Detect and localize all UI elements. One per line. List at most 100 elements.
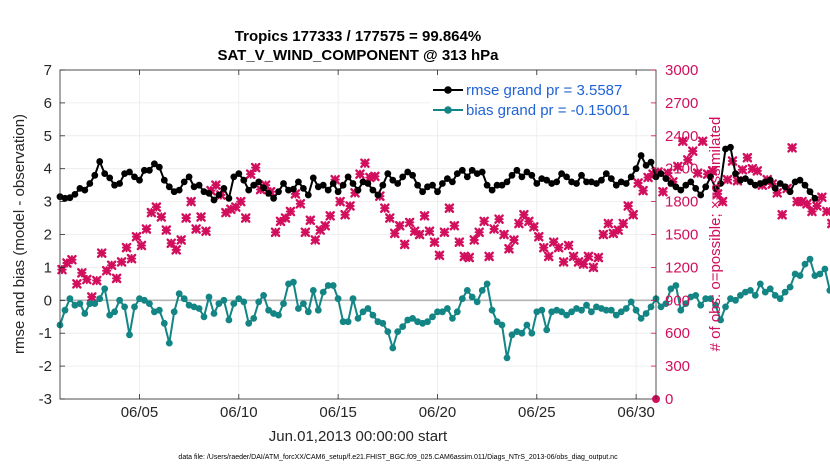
y2-axis-label: # of obs: o=possible; ×=assimilated [707, 117, 724, 352]
assimilated-point [752, 166, 763, 176]
assimilated-point [86, 292, 97, 302]
assimilated-point [479, 216, 489, 227]
series-point-1 [737, 292, 744, 299]
series-point-0 [136, 176, 143, 184]
assimilated-point [285, 206, 296, 217]
series-point-0 [304, 191, 312, 199]
x-tick-label: 06/15 [319, 404, 357, 421]
series-point-0 [578, 171, 585, 179]
y-tick-label: 6 [44, 95, 52, 112]
series-point-1 [637, 315, 645, 322]
assimilated-point [618, 218, 629, 229]
series-point-0 [175, 186, 183, 194]
series-point-1 [662, 300, 670, 307]
series-point-0 [240, 176, 248, 184]
assimilated-point [583, 251, 594, 262]
series-point-0 [632, 165, 640, 173]
series-point-1 [146, 300, 153, 307]
series-point-0 [255, 178, 263, 186]
series-point-1 [463, 287, 471, 294]
series-point-1 [627, 298, 635, 306]
series-point-1 [771, 292, 779, 299]
assimilated-point [678, 136, 688, 147]
series-point-1 [453, 308, 461, 316]
assimilated-point [399, 239, 410, 250]
series-point-0 [742, 175, 749, 183]
assimilated-point [245, 169, 256, 179]
series-point-0 [225, 194, 233, 202]
series-point-0 [483, 181, 491, 189]
series-point-0 [280, 180, 287, 187]
y2-tick-label: 2700 [665, 95, 698, 112]
assimilated-point [389, 228, 400, 239]
series-point-0 [210, 196, 218, 204]
series-point-0 [409, 171, 416, 179]
series-point-1 [751, 292, 759, 299]
series-point-1 [707, 295, 714, 303]
series-point-1 [260, 292, 267, 299]
assimilated-point [504, 243, 514, 254]
assimilated-point [106, 260, 117, 271]
series-point-0 [771, 185, 779, 192]
assimilated-point [201, 226, 211, 237]
series-point-1 [826, 287, 830, 294]
assimilated-point [370, 171, 380, 182]
series-point-1 [523, 321, 531, 329]
assimilated-point [787, 143, 797, 153]
series-point-0 [300, 185, 307, 192]
assimilated-point [414, 229, 425, 240]
series-point-0 [324, 186, 332, 194]
y2-tick-label: 3000 [665, 62, 698, 79]
series-point-1 [776, 295, 784, 303]
series-point-0 [732, 170, 739, 178]
series-point-1 [747, 287, 754, 294]
assimilated-point [449, 220, 460, 231]
series-point-0 [96, 158, 104, 165]
series-point-0 [667, 180, 675, 187]
series-point-0 [126, 168, 133, 176]
series-point-0 [444, 175, 451, 183]
series-point-1 [722, 303, 729, 311]
series-point-0 [250, 181, 258, 189]
series-point-1 [200, 313, 208, 321]
series-point-0 [215, 191, 223, 199]
assimilated-point [91, 275, 102, 286]
assimilated-point [355, 169, 365, 179]
assimilated-point [588, 262, 599, 273]
series-point-1 [607, 306, 615, 314]
assimilated-point [325, 211, 335, 221]
series-point-0 [141, 166, 148, 174]
assimilated-point [305, 215, 316, 226]
assimilated-point [424, 226, 435, 237]
series-point-1 [444, 305, 451, 312]
y-tick-label: 5 [44, 128, 52, 145]
series-point-1 [245, 319, 253, 327]
assimilated-point [171, 245, 182, 255]
assimilated-point [136, 240, 147, 251]
series-point-0 [518, 173, 526, 181]
assimilated-point [533, 231, 544, 242]
series-point-1 [781, 288, 789, 296]
series-point-0 [101, 170, 109, 178]
series-point-1 [175, 290, 183, 298]
series-point-0 [766, 176, 774, 184]
series-point-0 [458, 166, 466, 174]
series-point-0 [677, 186, 685, 194]
series-point-0 [151, 160, 158, 168]
series-point-1 [235, 295, 243, 303]
series-point-1 [230, 300, 238, 307]
series-point-1 [538, 306, 546, 314]
y2-tick-label: 2100 [665, 161, 698, 178]
series-point-0 [429, 181, 436, 189]
assimilated-point [181, 213, 191, 223]
y2-tick-label: 600 [665, 325, 690, 342]
series-point-0 [195, 181, 203, 189]
series-point-0 [478, 168, 486, 176]
assimilated-point [553, 242, 564, 253]
series-point-1 [369, 311, 377, 319]
series-point-1 [518, 329, 526, 337]
assimilated-point [444, 203, 455, 213]
series-point-0 [339, 181, 347, 189]
series-point-1 [160, 319, 168, 327]
assimilated-point [240, 213, 251, 223]
